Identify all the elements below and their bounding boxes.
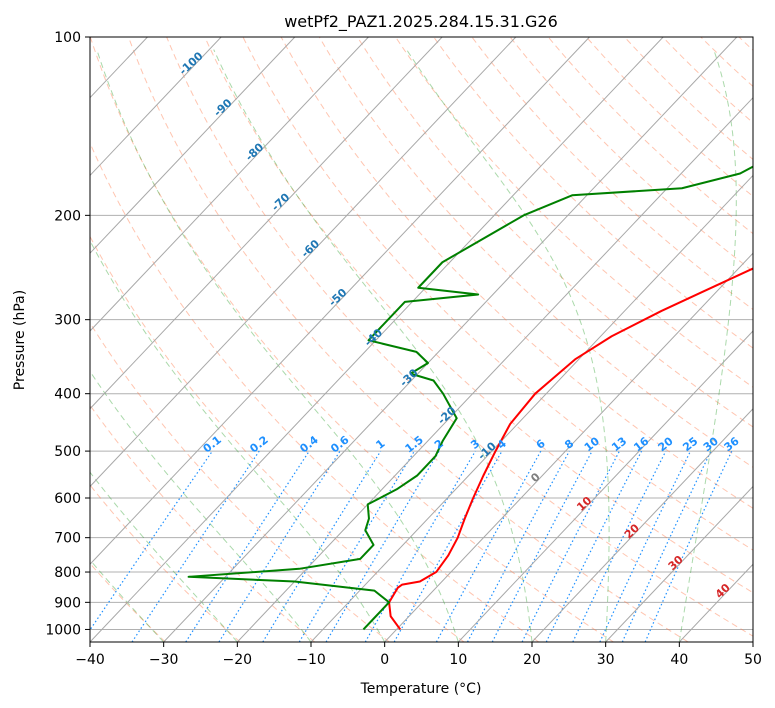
y-tick-label: 1000 [45,622,81,638]
x-tick-label: 10 [449,652,467,668]
isotherm-line [90,37,296,254]
isotherm-line [90,37,443,410]
x-tick-label: −10 [296,652,326,668]
moist-adiabat [406,49,610,642]
isotherm-line [90,37,369,332]
dry-adiabat [356,37,753,428]
isotherm-line [236,96,753,642]
x-axis-title: Temperature (°C) [360,681,482,697]
x-tick-label: 20 [523,652,541,668]
isotherm-line [90,37,590,565]
pressure-grid [90,37,753,630]
dry-adiabat [90,322,390,642]
mixing-ratio-line [218,450,341,642]
dry-adiabat [90,37,614,642]
isotherm-line [310,174,753,642]
plot-frame [89,36,754,643]
isotherm-line [531,407,753,642]
y-tick-label: 900 [54,595,81,611]
dry-adiabat [242,37,753,551]
mixing-ratio-line [545,450,643,642]
moist-adiabat [96,49,459,642]
y-tick-label: 700 [54,531,81,547]
isotherm-line [90,37,664,642]
moist-adiabat [213,49,533,642]
x-tick-label: 0 [380,652,389,668]
y-tick-label: 100 [54,30,81,46]
dry-adiabat [128,37,689,642]
x-tick-label: 50 [744,652,762,668]
dry-adiabat [280,37,753,509]
y-tick-label: 300 [54,313,81,329]
isotherm-line [163,37,738,642]
x-axis: −40 −30 −20 −10 0 10 20 30 40 50 [75,642,762,668]
dry-adiabat [433,37,753,349]
dry-adiabat [509,37,753,272]
dry-adiabat [395,37,753,388]
isotherm-line [457,330,753,642]
mixing-ratio-line [262,450,382,642]
isotherm-line [605,485,753,642]
y-tick-label: 800 [54,565,81,581]
dry-adiabat [624,37,753,161]
temperature-line [388,267,753,631]
moist-adiabat [678,49,737,642]
isotherm-line [384,252,753,642]
mixing-ratio-line [521,450,620,642]
mixing-ratio-line [185,450,310,642]
dry-adiabat [166,37,753,637]
y-tick-label: 400 [54,387,81,403]
moist-adiabat [90,471,238,642]
mixing-ratio-line [90,450,213,631]
dry-adiabat [471,37,753,311]
dry-adiabat [318,37,753,468]
dry-adiabat [90,235,465,642]
y-axis: 100 200 300 400 500 600 700 800 900 1000 [45,30,90,638]
y-tick-label: 500 [54,444,81,460]
mixing-ratio-line [466,450,570,642]
isotherms [90,37,753,642]
dry-adiabats [90,37,753,642]
isotherm-line [90,37,222,177]
y-tick-label: 200 [54,208,81,224]
x-tick-label: −20 [223,652,253,668]
isotherm-line [90,37,517,488]
y-axis-title: Pressure (hPa) [12,290,28,390]
mixing-ratio-line [435,450,542,642]
chart-title: wetPf2_PAZ1.2025.284.15.31.G26 [284,12,558,32]
y-tick-label: 600 [54,491,81,507]
moist-adiabats [90,49,737,642]
moist-adiabat [90,239,386,642]
sounding-series [187,165,753,631]
x-tick-label: 40 [670,652,688,668]
dry-adiabat [90,141,540,642]
x-tick-label: −40 [75,652,105,668]
mixing-ratio-line [393,450,503,642]
x-tick-label: 30 [597,652,615,668]
dewpoint-line [187,165,753,631]
dry-adiabat [90,484,241,642]
x-tick-label: −30 [149,652,179,668]
dry-adiabat [204,37,753,594]
